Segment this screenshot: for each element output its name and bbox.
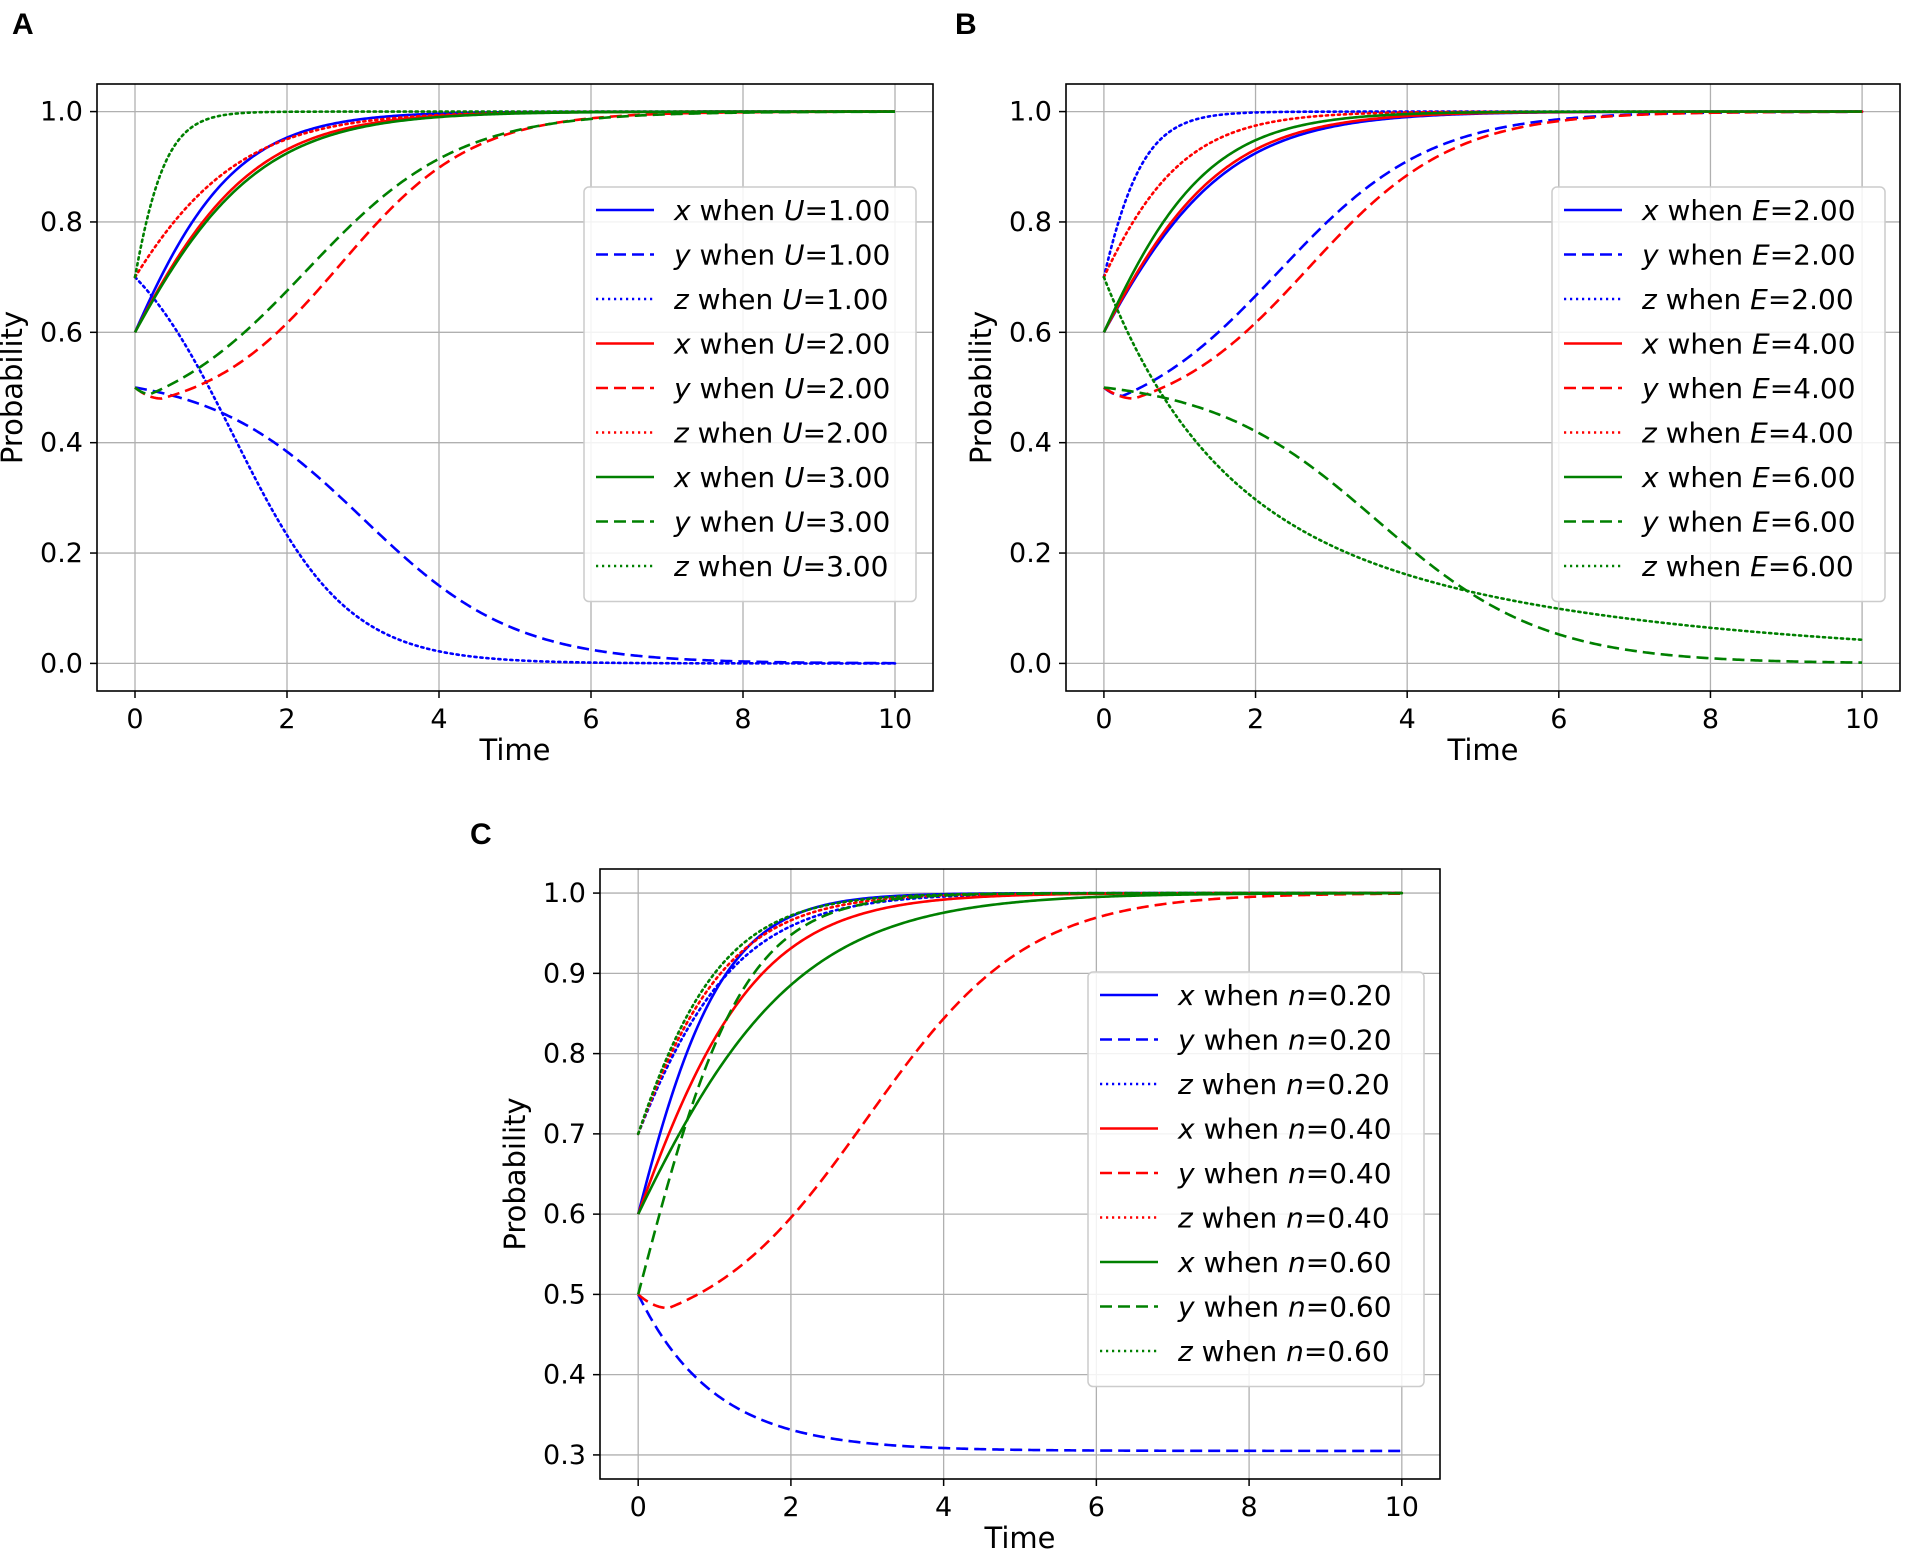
chart-b-axes-frame xyxy=(1065,83,1901,692)
chart-b-series-y-E-7 xyxy=(1103,386,1863,664)
chart-c-legend-label-2: z when n=0.20 xyxy=(1177,1068,1390,1101)
chart-a-legend-label-5: z when U=2.00 xyxy=(673,417,888,450)
chart-b-legend-label-4: y when E=4.00 xyxy=(1641,372,1856,405)
chart-a-ytick-label-0: 0.0 xyxy=(40,648,83,679)
chart-a-xlabel: Time xyxy=(479,733,551,767)
chart-b-legend-label-5: z when E=4.00 xyxy=(1641,417,1854,450)
panel-label-c: C xyxy=(470,818,492,851)
chart-a-ytick-label-4: 0.8 xyxy=(40,207,83,238)
chart-c-xtick-label-4: 8 xyxy=(1240,1492,1257,1523)
chart-a-xtick-label-1: 2 xyxy=(278,704,295,735)
chart-a-ytick-label-3: 0.6 xyxy=(40,317,83,348)
chart-b-ytick-label-5: 1.0 xyxy=(1009,97,1052,128)
chart-a-xtick-label-3: 6 xyxy=(582,704,599,735)
chart-c-legend-label-1: y when n=0.20 xyxy=(1177,1024,1392,1057)
chart-c-xtick-label-1: 2 xyxy=(782,1492,799,1523)
chart-a-xtick-label-2: 4 xyxy=(430,704,447,735)
chart-b-ytick-label-3: 0.6 xyxy=(1009,317,1052,348)
chart-a-xtick-label-4: 8 xyxy=(734,704,751,735)
chart-b-legend-label-7: y when E=6.00 xyxy=(1641,506,1856,539)
chart-a-xtick-label-5: 10 xyxy=(878,704,912,735)
chart-b-xtick-label-4: 8 xyxy=(1702,704,1719,735)
chart-c-ytick-label-0: 0.3 xyxy=(543,1440,586,1471)
chart-b-legend-label-1: y when E=2.00 xyxy=(1641,239,1856,272)
chart-b-legend-label-3: x when E=4.00 xyxy=(1641,328,1856,361)
chart-a-ylabel: Probability xyxy=(0,311,29,464)
chart-a-legend-label-8: z when U=3.00 xyxy=(673,550,888,583)
chart-a-legend-label-1: y when U=1.00 xyxy=(673,239,890,272)
chart-b-xtick-label-3: 6 xyxy=(1550,704,1567,735)
chart-a-legend-label-2: z when U=1.00 xyxy=(673,283,888,316)
chart-a-legend xyxy=(583,186,917,603)
chart-b-ylabel: Probability xyxy=(964,311,998,464)
chart-c-ytick-label-4: 0.7 xyxy=(543,1119,586,1150)
chart-a-xtick-label-0: 0 xyxy=(126,704,143,735)
chart-c-legend xyxy=(1087,971,1425,1388)
chart-c-axes-frame xyxy=(599,868,1441,1480)
chart-c-ytick-label-7: 1.0 xyxy=(543,878,586,909)
chart-a-legend-label-3: x when U=2.00 xyxy=(673,328,890,361)
chart-a-series-y-U-1 xyxy=(134,386,896,665)
chart-c-xtick-label-3: 6 xyxy=(1088,1492,1105,1523)
chart-b-legend-label-2: z when E=2.00 xyxy=(1641,283,1854,316)
chart-a-legend-label-4: y when U=2.00 xyxy=(673,372,890,405)
chart-a-ytick-label-1: 0.2 xyxy=(40,538,83,569)
chart-c-series-z-n-8 xyxy=(636,891,1404,1136)
chart-b-ytick-label-4: 0.8 xyxy=(1009,207,1052,238)
chart-c-series-y-n-1 xyxy=(637,1293,1402,1453)
chart-c-xtick-label-2: 4 xyxy=(935,1492,952,1523)
chart-b-series-x-E-6 xyxy=(1102,110,1863,333)
chart-b-ytick-label-1: 0.2 xyxy=(1009,538,1052,569)
chart-a-series-z-U-2 xyxy=(133,275,897,665)
chart-a-ytick-label-2: 0.4 xyxy=(40,428,83,459)
chart-a-legend-label-0: x when U=1.00 xyxy=(673,194,890,227)
chart-b-xtick-label-5: 10 xyxy=(1845,704,1879,735)
chart-c-ytick-label-1: 0.4 xyxy=(543,1360,586,1391)
chart-a-legend-label-7: y when U=3.00 xyxy=(673,506,890,539)
chart-c-legend-label-8: z when n=0.60 xyxy=(1177,1335,1390,1368)
chart-a-axes-frame xyxy=(96,83,934,692)
panel-label-a: A xyxy=(12,8,34,41)
chart-a-series-y-U-7 xyxy=(134,110,895,396)
chart-c-ytick-label-3: 0.6 xyxy=(543,1199,586,1230)
chart-c-legend-label-6: x when n=0.60 xyxy=(1177,1246,1392,1279)
chart-c-xtick-label-5: 10 xyxy=(1385,1492,1419,1523)
chart-c-legend-label-3: x when n=0.40 xyxy=(1177,1113,1392,1146)
chart-b-ytick-label-0: 0.0 xyxy=(1009,648,1052,679)
chart-b-ytick-label-2: 0.4 xyxy=(1009,428,1052,459)
chart-b-legend-label-6: x when E=6.00 xyxy=(1641,461,1856,494)
chart-c-xlabel: Time xyxy=(984,1521,1056,1551)
chart-c-ylabel: Probability xyxy=(498,1097,532,1250)
chart-c-legend-label-5: z when n=0.40 xyxy=(1177,1202,1390,1235)
chart-b-xtick-label-2: 4 xyxy=(1399,704,1416,735)
chart-b-legend xyxy=(1551,186,1886,603)
chart-b-series-z-E-8 xyxy=(1102,275,1864,642)
chart-a-legend-label-6: x when U=3.00 xyxy=(673,461,890,494)
chart-b-legend-label-0: x when E=2.00 xyxy=(1641,194,1856,227)
chart-b-xtick-label-0: 0 xyxy=(1095,704,1112,735)
chart-a-ytick-label-5: 1.0 xyxy=(40,97,83,128)
panel-label-b: B xyxy=(955,8,977,41)
chart-b-xtick-label-1: 2 xyxy=(1247,704,1264,735)
chart-b-legend-label-8: z when E=6.00 xyxy=(1641,550,1854,583)
chart-c-legend-label-4: y when n=0.40 xyxy=(1177,1157,1392,1190)
chart-c-legend-label-0: x when n=0.20 xyxy=(1177,979,1392,1012)
chart-c-legend-label-7: y when n=0.60 xyxy=(1177,1291,1392,1324)
chart-a-series-z-U-8 xyxy=(133,110,897,279)
chart-c-xtick-label-0: 0 xyxy=(630,1492,647,1523)
chart-c-ytick-label-6: 0.9 xyxy=(543,958,586,989)
chart-c-series-y-n-4 xyxy=(637,892,1402,1310)
chart-c-ytick-label-2: 0.5 xyxy=(543,1279,586,1310)
chart-b-xlabel: Time xyxy=(1447,733,1519,767)
chart-c-ytick-label-5: 0.8 xyxy=(543,1039,586,1070)
